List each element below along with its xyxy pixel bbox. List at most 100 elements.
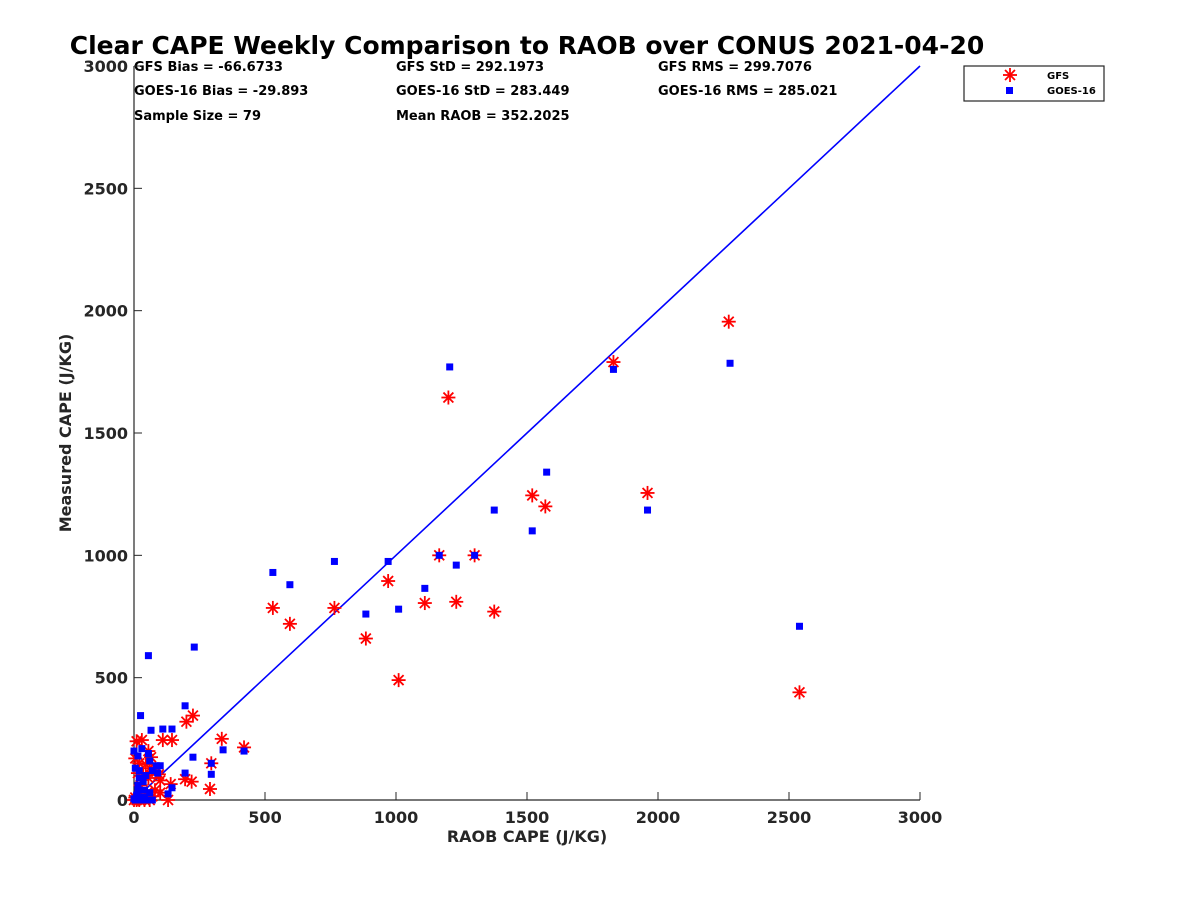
y-tick-label: 1500 <box>83 424 128 443</box>
y-axis-label: Measured CAPE (J/KG) <box>56 334 75 533</box>
goes16-point <box>164 790 172 798</box>
gfs-point <box>265 600 280 615</box>
legend-goes16-label: GOES-16 <box>1047 86 1096 97</box>
goes16-point <box>269 568 277 576</box>
stat-text: GFS RMS = 299.7076 <box>658 60 812 75</box>
stat-text: Sample Size = 79 <box>134 109 261 124</box>
gfs-point <box>449 594 464 609</box>
stat-text: Mean RAOB = 352.2025 <box>396 109 570 124</box>
goes16-point <box>138 745 146 753</box>
gfs-point <box>282 616 297 631</box>
x-tick-label: 1500 <box>505 808 550 827</box>
goes16-point <box>130 747 138 755</box>
gfs-point <box>525 488 540 503</box>
gfs-point <box>391 673 406 688</box>
legend-gfs-label: GFS <box>1047 71 1069 82</box>
goes16-point <box>135 774 143 782</box>
gfs-point <box>721 314 736 329</box>
goes16-point <box>148 767 156 775</box>
gfs-point <box>179 714 194 729</box>
gfs-point <box>381 574 396 589</box>
goes16-point <box>795 622 803 630</box>
x-ticks: 0 500 1000 1500 2000 2500 3000 <box>128 792 942 827</box>
goes16-point <box>384 557 392 565</box>
legend: GFS GOES-16 <box>963 65 1105 102</box>
gfs-point <box>417 596 432 611</box>
goes16-point <box>528 527 536 535</box>
goes16-point <box>421 584 429 592</box>
legend-gfs-asterisk <box>1003 68 1017 82</box>
stat-text: GFS StD = 292.1973 <box>396 60 544 75</box>
goes16-point <box>131 764 139 772</box>
goes16-point <box>147 726 155 734</box>
legend-box <box>963 65 1105 102</box>
gfs-point <box>640 485 655 500</box>
gfs-point <box>184 774 199 789</box>
goes16-point <box>207 770 215 778</box>
gfs-point <box>792 685 807 700</box>
gfs-point <box>441 390 456 405</box>
goes16-point <box>142 772 150 780</box>
gfs-point <box>134 733 149 748</box>
gfs-series <box>127 314 807 807</box>
y-tick-label: 2500 <box>83 179 128 198</box>
y-tick-label: 500 <box>95 669 128 688</box>
goes16-point <box>452 561 460 569</box>
one-to-one-line <box>133 65 921 801</box>
goes16-point <box>395 605 403 613</box>
goes16-point <box>134 781 142 789</box>
gfs-point <box>164 733 179 748</box>
y-tick-label: 2000 <box>83 302 128 321</box>
goes16-point <box>490 506 498 514</box>
goes16-point <box>156 762 164 770</box>
goes16-point <box>130 795 138 803</box>
goes16-point <box>330 557 338 565</box>
stat-text: GOES-16 StD = 283.449 <box>396 84 570 99</box>
y-tick-label: 3000 <box>83 57 128 76</box>
goes16-point <box>168 784 176 792</box>
goes16-point <box>189 753 197 761</box>
goes16-point <box>219 746 227 754</box>
goes16-point <box>139 778 147 786</box>
gfs-point <box>538 499 553 514</box>
x-axis-label: RAOB CAPE (J/KG) <box>447 827 607 846</box>
gfs-point <box>214 731 229 746</box>
y-tick-label: 1000 <box>83 546 128 565</box>
goes16-point <box>726 359 734 367</box>
goes16-point <box>190 643 198 651</box>
goes16-point <box>159 725 167 733</box>
goes16-point <box>144 652 152 660</box>
goes16-point <box>133 791 141 799</box>
y-tick-label: 0 <box>117 791 128 810</box>
x-tick-label: 500 <box>248 808 281 827</box>
x-tick-label: 2500 <box>767 808 812 827</box>
goes16-point <box>152 762 160 770</box>
x-tick-label: 3000 <box>898 808 943 827</box>
gfs-point <box>327 600 342 615</box>
legend-gfs-marker <box>1003 68 1017 82</box>
goes16-series <box>130 359 803 804</box>
goes16-point <box>144 750 152 758</box>
goes16-point <box>140 786 148 794</box>
goes16-point <box>207 759 215 767</box>
goes16-point <box>135 767 143 775</box>
stat-text: GOES-16 Bias = -29.893 <box>134 84 308 99</box>
stat-text: GOES-16 RMS = 285.021 <box>658 84 837 99</box>
goes16-point <box>435 551 443 559</box>
gfs-point <box>202 781 217 796</box>
goes16-point <box>146 757 154 765</box>
goes16-point <box>140 794 148 802</box>
gfs-point <box>153 773 168 788</box>
goes16-point <box>181 702 189 710</box>
goes16-point <box>134 752 142 760</box>
goes16-point <box>644 506 652 514</box>
gfs-point <box>487 604 502 619</box>
goes16-point <box>146 789 154 797</box>
goes16-point <box>286 581 294 589</box>
goes16-point <box>134 786 142 794</box>
legend-goes16-marker <box>1006 87 1013 94</box>
x-tick-label: 2000 <box>636 808 681 827</box>
goes16-point <box>362 610 370 618</box>
y-ticks: 0 500 1000 1500 2000 2500 3000 <box>83 57 142 810</box>
